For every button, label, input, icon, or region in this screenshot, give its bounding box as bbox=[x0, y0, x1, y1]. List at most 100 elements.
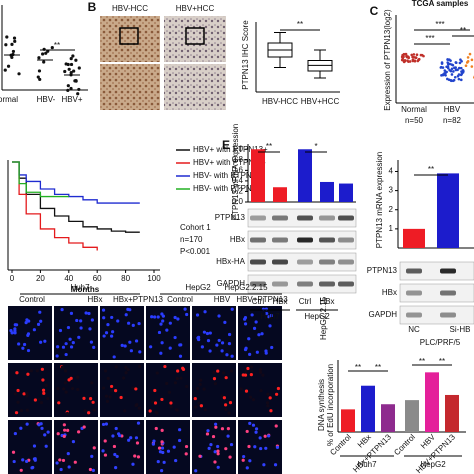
nucleus bbox=[214, 422, 218, 426]
nucleus bbox=[244, 369, 248, 373]
nucleus bbox=[121, 376, 126, 380]
nucleus bbox=[39, 340, 43, 344]
nucleus bbox=[267, 434, 271, 438]
nucleus bbox=[69, 311, 74, 315]
nucleus bbox=[64, 342, 68, 346]
zoom-box bbox=[119, 27, 139, 45]
survival-curve bbox=[12, 161, 69, 198]
nucleus bbox=[58, 328, 63, 333]
dot bbox=[459, 78, 463, 82]
column-header: Control bbox=[19, 295, 45, 304]
dot bbox=[464, 64, 468, 67]
x-tick-label: HBV-HCC bbox=[262, 97, 298, 106]
y-axis-label: PTPN13 mRNA expression bbox=[375, 152, 384, 248]
dot bbox=[440, 62, 444, 65]
nucleus bbox=[193, 396, 197, 401]
nucleus bbox=[36, 322, 41, 326]
nucleus bbox=[120, 343, 124, 348]
column-header: HBx+PTPN13 bbox=[113, 295, 164, 304]
dot bbox=[448, 58, 451, 62]
nucleus bbox=[32, 457, 37, 461]
dot bbox=[411, 55, 414, 59]
nucleus bbox=[214, 425, 218, 429]
band bbox=[319, 215, 335, 221]
nucleus bbox=[68, 337, 72, 341]
nucleus bbox=[160, 469, 164, 473]
nucleus bbox=[150, 400, 155, 404]
dot bbox=[42, 60, 46, 64]
nucleus bbox=[148, 409, 152, 413]
bar bbox=[445, 394, 459, 432]
dot bbox=[69, 57, 73, 61]
micrograph bbox=[54, 420, 98, 474]
dot bbox=[415, 53, 419, 56]
band bbox=[250, 215, 266, 221]
nucleus bbox=[71, 341, 75, 345]
y-axis-label: PTPN13 mRNA expression bbox=[231, 124, 240, 220]
nucleus bbox=[69, 345, 74, 349]
nucleus bbox=[246, 366, 250, 371]
column-header: Control bbox=[167, 295, 193, 304]
nucleus bbox=[63, 369, 68, 373]
nucleus bbox=[33, 398, 37, 402]
band bbox=[406, 290, 422, 296]
nucleus bbox=[134, 339, 139, 343]
nucleus bbox=[136, 455, 141, 459]
nucleus bbox=[216, 465, 220, 469]
nucleus bbox=[21, 346, 25, 350]
group-label: HepG2 bbox=[304, 312, 330, 321]
nucleus bbox=[195, 386, 200, 390]
nucleus bbox=[62, 387, 66, 391]
nucleus bbox=[212, 370, 216, 375]
nucleus bbox=[226, 434, 230, 438]
nucleus bbox=[13, 323, 17, 327]
nucleus bbox=[269, 409, 273, 413]
nucleus bbox=[224, 407, 228, 412]
bar bbox=[298, 149, 312, 202]
nucleus bbox=[82, 396, 86, 400]
nucleus bbox=[199, 404, 204, 408]
nucleus bbox=[76, 387, 80, 392]
dot bbox=[37, 56, 41, 60]
nucleus bbox=[19, 468, 23, 472]
nucleus bbox=[175, 408, 179, 412]
nucleus bbox=[149, 345, 153, 349]
nucleus bbox=[123, 344, 127, 348]
nucleus bbox=[243, 316, 248, 320]
nucleus bbox=[257, 333, 261, 337]
nucleus bbox=[213, 381, 218, 386]
nucleus bbox=[251, 423, 256, 427]
nucleus bbox=[245, 466, 249, 470]
nucleus bbox=[229, 369, 234, 373]
dot bbox=[419, 53, 423, 57]
nucleus bbox=[229, 442, 234, 447]
nucleus bbox=[275, 445, 280, 449]
dot bbox=[466, 60, 470, 63]
dot bbox=[69, 62, 74, 67]
nucleus bbox=[70, 386, 75, 391]
nucleus bbox=[119, 395, 123, 400]
ihc-image bbox=[164, 16, 226, 62]
nucleus bbox=[134, 387, 138, 391]
band bbox=[319, 281, 335, 287]
nucleus bbox=[155, 371, 159, 375]
survival-curve bbox=[12, 161, 98, 251]
nucleus bbox=[26, 333, 30, 337]
nucleus bbox=[77, 335, 81, 339]
nucleus bbox=[25, 459, 29, 463]
nucleus bbox=[110, 388, 114, 393]
nucleus bbox=[220, 394, 224, 398]
nucleus bbox=[213, 460, 217, 464]
nucleus bbox=[205, 432, 210, 436]
x-tick-label: Normal bbox=[401, 105, 427, 114]
nucleus bbox=[46, 396, 50, 401]
nucleus bbox=[207, 446, 211, 451]
nucleus bbox=[202, 387, 206, 391]
nucleus bbox=[21, 458, 25, 462]
dot bbox=[11, 52, 15, 57]
nucleus bbox=[92, 345, 96, 349]
nucleus bbox=[25, 391, 29, 395]
dot bbox=[412, 53, 416, 56]
nucleus bbox=[198, 454, 202, 458]
micrograph bbox=[54, 363, 98, 417]
